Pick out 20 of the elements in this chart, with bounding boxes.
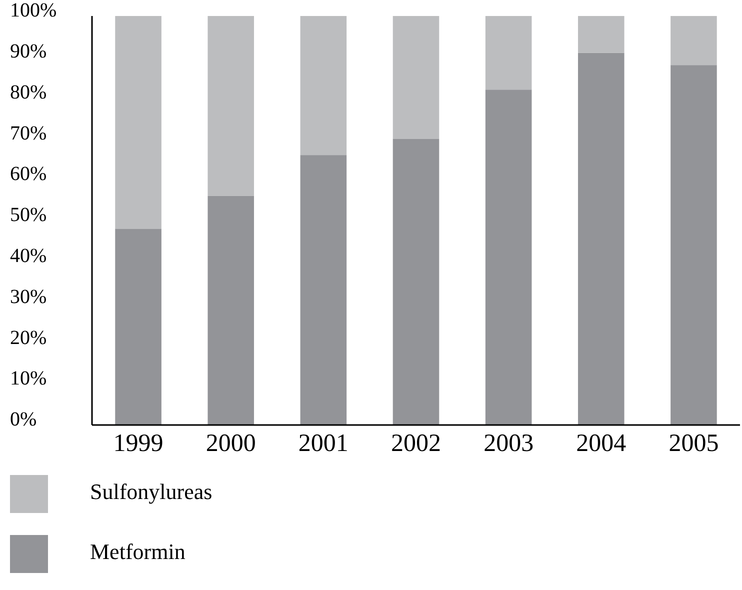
y-tick-label: 70% xyxy=(10,122,47,144)
x-tick-label: 2000 xyxy=(206,430,256,457)
y-tick-label: 0% xyxy=(10,408,37,431)
x-tick-label: 2001 xyxy=(298,430,348,457)
x-tick-label: 2003 xyxy=(484,430,534,457)
x-tick-label: 2004 xyxy=(576,430,627,457)
y-tick-label: 60% xyxy=(10,163,47,186)
y-tick-label: 40% xyxy=(10,244,47,267)
x-tick-label: 2005 xyxy=(668,430,719,457)
y-tick-label: 50% xyxy=(10,204,47,226)
x-tick-label: 1999 xyxy=(113,430,164,457)
y-tick-label: 20% xyxy=(10,326,47,349)
legend-label: Sulfonylureas xyxy=(90,479,212,504)
x-tick-label: 2002 xyxy=(391,430,441,457)
y-tick-label: 80% xyxy=(10,81,47,104)
y-tick-label: 100% xyxy=(10,0,57,22)
y-tick-label: 30% xyxy=(10,286,47,308)
legend-label: Metformin xyxy=(90,539,186,564)
y-tick-label: 10% xyxy=(10,368,47,390)
y-tick-label: 90% xyxy=(10,40,47,62)
